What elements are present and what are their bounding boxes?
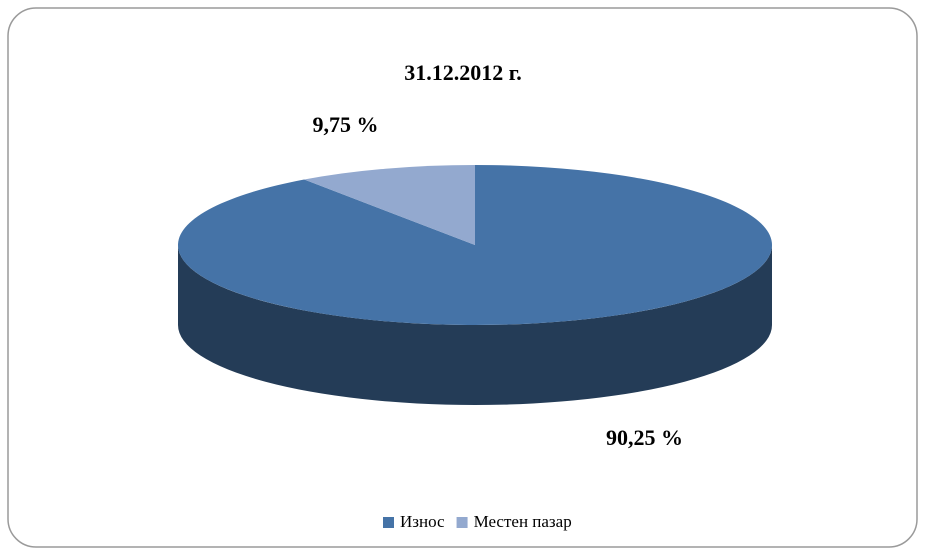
legend-swatch <box>456 517 468 528</box>
pie-sides <box>178 245 772 405</box>
data-label: 90,25 % <box>606 425 683 450</box>
pie-slice <box>304 165 475 245</box>
pie-side <box>178 245 772 405</box>
chart-title: 31.12.2012 г. <box>404 60 522 85</box>
data-label: 9,75 % <box>312 112 378 137</box>
legend-swatch <box>383 517 394 528</box>
pie-tops <box>177 165 772 326</box>
pie-slice <box>177 165 772 326</box>
legend-label: Местен пазар <box>474 512 572 531</box>
legend-label: Износ <box>400 512 445 531</box>
